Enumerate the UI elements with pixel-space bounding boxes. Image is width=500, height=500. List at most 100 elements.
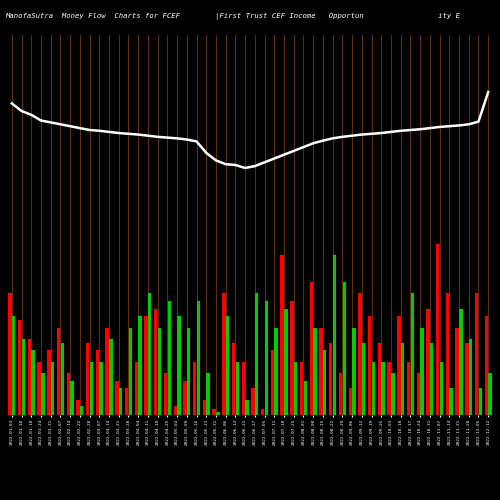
Bar — [290, 301, 294, 415]
Text: ManofaSutra  Money Flow  Charts for FCEF: ManofaSutra Money Flow Charts for FCEF — [5, 12, 180, 18]
Bar — [255, 294, 258, 415]
Bar — [158, 328, 161, 415]
Bar — [12, 316, 16, 415]
Bar — [60, 343, 64, 415]
Bar — [378, 343, 381, 415]
Bar — [484, 316, 488, 415]
Bar — [193, 362, 196, 415]
Bar — [206, 373, 210, 415]
Bar — [184, 381, 186, 415]
Bar — [264, 301, 268, 415]
Bar — [320, 328, 323, 415]
Bar — [144, 316, 148, 415]
Bar — [109, 339, 112, 415]
Bar — [382, 362, 385, 415]
Bar — [450, 388, 453, 415]
Bar — [222, 294, 226, 415]
Bar — [66, 373, 70, 415]
Bar — [368, 316, 372, 415]
Bar — [246, 400, 248, 415]
Bar — [459, 308, 462, 415]
Bar — [304, 381, 307, 415]
Bar — [456, 328, 459, 415]
Bar — [28, 339, 31, 415]
Bar — [125, 388, 128, 415]
Bar — [90, 362, 93, 415]
Bar — [436, 244, 440, 415]
Bar — [57, 328, 60, 415]
Bar — [8, 294, 12, 415]
Bar — [164, 373, 167, 415]
Bar — [465, 343, 468, 415]
Bar — [202, 400, 206, 415]
Bar — [138, 316, 141, 415]
Bar — [148, 294, 152, 415]
Bar — [41, 373, 44, 415]
Bar — [32, 350, 35, 415]
Bar — [416, 373, 420, 415]
Bar — [314, 328, 316, 415]
Bar — [342, 282, 346, 415]
Bar — [300, 362, 304, 415]
Bar — [134, 362, 138, 415]
Bar — [236, 362, 239, 415]
Bar — [323, 350, 326, 415]
Bar — [119, 388, 122, 415]
Bar — [232, 343, 235, 415]
Bar — [196, 301, 200, 415]
Bar — [47, 350, 50, 415]
Bar — [469, 339, 472, 415]
Bar — [362, 343, 366, 415]
Bar — [271, 350, 274, 415]
Bar — [372, 362, 375, 415]
Bar — [284, 308, 288, 415]
Bar — [242, 362, 245, 415]
Bar — [18, 320, 22, 415]
Bar — [177, 316, 180, 415]
Bar — [51, 362, 54, 415]
Bar — [187, 328, 190, 415]
Bar — [280, 256, 284, 415]
Bar — [22, 339, 25, 415]
Bar — [339, 373, 342, 415]
Bar — [168, 301, 171, 415]
Bar — [333, 256, 336, 415]
Bar — [100, 362, 103, 415]
Bar — [216, 412, 220, 415]
Bar — [76, 400, 80, 415]
Bar — [352, 328, 356, 415]
Bar — [128, 328, 132, 415]
Bar — [488, 373, 492, 415]
Bar — [397, 316, 400, 415]
Bar — [274, 328, 278, 415]
Bar — [106, 328, 109, 415]
Bar — [310, 282, 313, 415]
Bar — [420, 328, 424, 415]
Bar — [348, 388, 352, 415]
Bar — [115, 381, 118, 415]
Bar — [478, 388, 482, 415]
Bar — [446, 294, 449, 415]
Bar — [80, 406, 84, 415]
Bar — [96, 350, 99, 415]
Bar — [294, 362, 298, 415]
Bar — [407, 362, 410, 415]
Bar — [401, 343, 404, 415]
Bar — [226, 316, 229, 415]
Bar — [426, 308, 430, 415]
Bar — [86, 343, 90, 415]
Bar — [391, 373, 394, 415]
Text: |First Trust CEF Income   Opportun                 ity E: |First Trust CEF Income Opportun ity E — [215, 12, 460, 20]
Bar — [475, 294, 478, 415]
Bar — [358, 294, 362, 415]
Bar — [410, 294, 414, 415]
Bar — [154, 308, 158, 415]
Bar — [70, 381, 74, 415]
Bar — [430, 343, 434, 415]
Bar — [38, 362, 41, 415]
Bar — [388, 362, 391, 415]
Bar — [261, 410, 264, 415]
Bar — [212, 410, 216, 415]
Bar — [252, 388, 254, 415]
Bar — [440, 362, 443, 415]
